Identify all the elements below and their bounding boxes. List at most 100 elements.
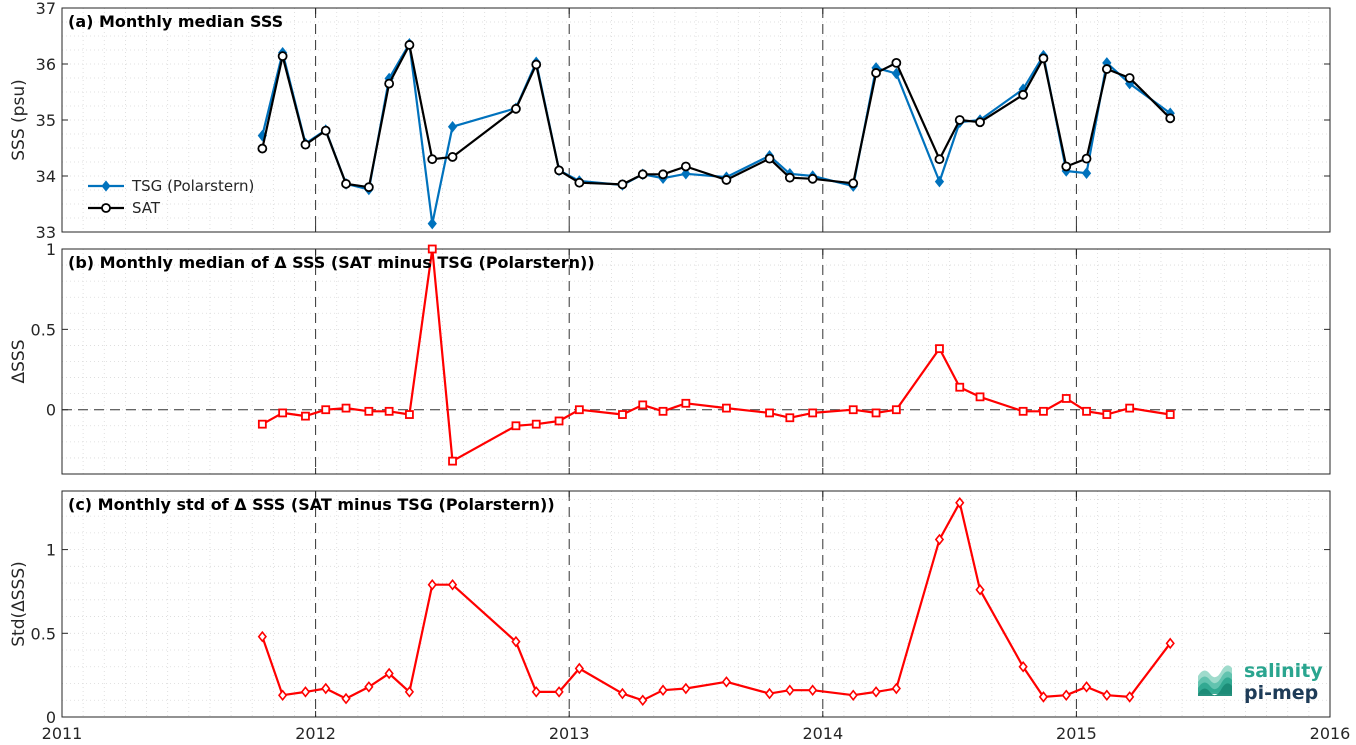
data-point <box>363 182 374 193</box>
data-point <box>531 686 541 698</box>
data-point <box>1101 64 1112 74</box>
data-point <box>531 59 542 70</box>
data-point <box>1081 153 1092 164</box>
data-point <box>1165 410 1175 419</box>
data-point <box>300 686 311 698</box>
data-point <box>722 403 731 413</box>
data-point <box>785 413 795 423</box>
data-point <box>404 686 415 698</box>
y-tick-label: 1 <box>46 240 56 259</box>
data-point <box>405 410 414 419</box>
data-point <box>531 419 541 429</box>
data-point <box>278 689 288 702</box>
data-point <box>341 692 351 705</box>
data-point <box>1061 689 1071 702</box>
y-tick-label: 0.5 <box>31 624 56 643</box>
data-point <box>1124 73 1135 83</box>
y-tick-label: 1 <box>46 541 56 560</box>
grid <box>62 491 1330 717</box>
data-point <box>891 682 901 695</box>
panel-title: (c) Monthly std of Δ SSS (SAT minus TSG … <box>68 495 555 514</box>
data-point <box>364 681 374 693</box>
data-point <box>934 175 945 188</box>
y-tick-label: 0 <box>46 401 56 420</box>
legend-entry: SAT <box>132 199 161 217</box>
data-point <box>257 630 267 643</box>
data-point <box>278 408 288 418</box>
data-point <box>935 344 944 354</box>
data-point <box>277 51 288 62</box>
data-point <box>721 676 732 688</box>
data-point <box>680 161 691 172</box>
data-point <box>1038 691 1049 703</box>
data-point <box>427 154 438 165</box>
data-point <box>764 153 775 164</box>
data-point <box>364 406 374 416</box>
data-point <box>848 178 859 189</box>
data-point <box>955 382 965 392</box>
data-point <box>1018 660 1028 673</box>
y-axis-label: SSS (psu) <box>9 79 29 160</box>
x-tick-label: 2016 <box>1310 724 1351 743</box>
data-point <box>1081 681 1092 693</box>
data-point <box>1061 161 1072 172</box>
y-axis-label: ΔSSS <box>9 339 29 383</box>
data-point <box>891 405 901 415</box>
data-point <box>341 178 351 189</box>
series-delta-2 <box>257 496 1175 707</box>
data-point <box>975 583 985 596</box>
data-point <box>807 173 818 184</box>
y-tick-label: 0.5 <box>31 320 56 339</box>
logo-line2: pi-mep <box>1244 682 1318 704</box>
data-point <box>975 117 985 128</box>
data-point <box>871 68 881 78</box>
data-point <box>891 57 902 68</box>
data-point <box>617 179 628 190</box>
panel-a: 33 34 35 36 37 SSS (psu) (a) Monthly median SS… <box>9 0 1331 242</box>
data-point <box>1038 53 1049 64</box>
data-point <box>301 411 310 421</box>
data-point <box>447 578 458 591</box>
y-tick-label: 35 <box>36 111 56 130</box>
data-point <box>1018 89 1029 100</box>
x-tick-label: 2012 <box>295 724 336 743</box>
panel-title: (a) Monthly median SSS <box>68 12 283 31</box>
data-point <box>1165 113 1176 124</box>
data-point <box>511 635 521 648</box>
data-point <box>511 421 521 431</box>
data-point <box>427 578 437 591</box>
data-point <box>871 408 881 418</box>
data-point <box>404 40 415 50</box>
data-point <box>1125 403 1135 413</box>
data-point <box>384 667 394 680</box>
data-point <box>934 154 945 165</box>
data-point <box>764 687 775 700</box>
panel-title: (b) Monthly median of Δ SSS (SAT minus T… <box>68 253 595 272</box>
y-tick-label: 33 <box>36 223 56 242</box>
y-tick-label: 37 <box>36 0 56 18</box>
x-tick-label: 2011 <box>42 724 83 743</box>
data-point <box>765 408 774 418</box>
data-point <box>954 115 965 125</box>
data-point <box>638 400 648 410</box>
data-point <box>511 103 521 114</box>
data-point <box>808 684 818 696</box>
data-point <box>681 398 691 408</box>
data-point <box>638 694 648 707</box>
data-point <box>1018 406 1028 416</box>
data-point <box>321 682 331 695</box>
data-point <box>1102 689 1112 702</box>
data-point <box>257 419 267 429</box>
data-point <box>1102 410 1112 419</box>
data-point <box>448 456 457 466</box>
axes-box <box>61 248 1331 475</box>
data-point <box>637 169 648 180</box>
series-delta-1 <box>257 244 1175 466</box>
data-point <box>1125 691 1135 703</box>
x-tick-label: 2015 <box>1056 724 1097 743</box>
data-point <box>447 120 458 133</box>
data-point <box>618 410 627 419</box>
data-point <box>384 78 395 89</box>
